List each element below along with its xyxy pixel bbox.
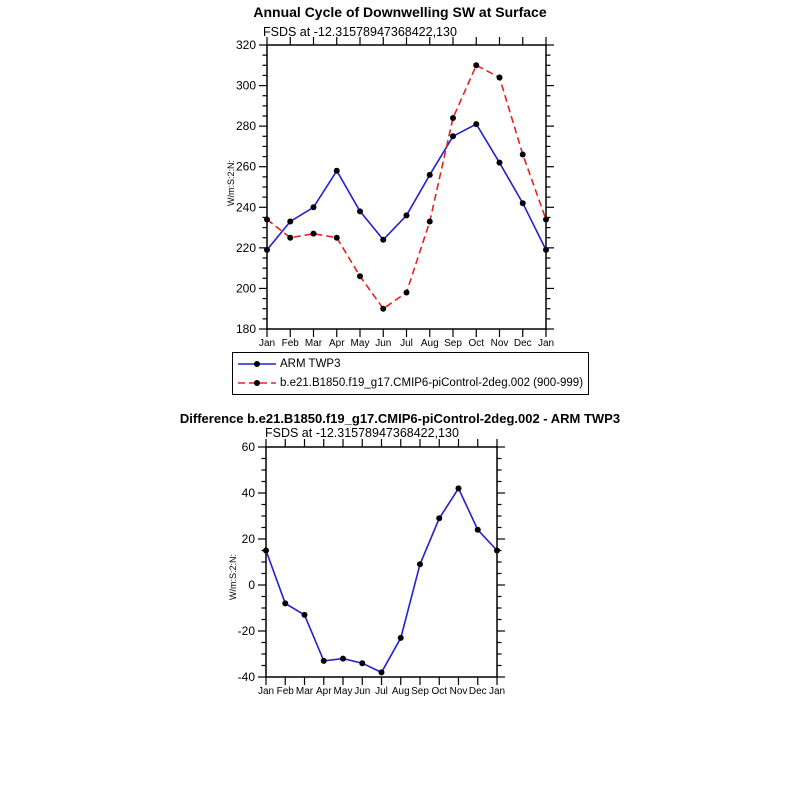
top-chart-x-tick-label: Jul <box>400 338 413 349</box>
difference-chart-x-tick-label: Oct <box>431 686 447 697</box>
legend-label: ARM TWP3 <box>280 357 341 370</box>
difference-chart-title: Difference b.e21.B1850.f19_g17.CMIP6-piC… <box>179 411 621 426</box>
difference-chart-x-tick-label: Mar <box>296 686 314 697</box>
legend-item-model-run: b.e21.B1850.f19_g17.CMIP6-piControl-2deg… <box>237 373 583 392</box>
difference-chart-x-tick-label: May <box>334 686 353 697</box>
top-chart-series-1-line <box>266 64 547 310</box>
top-chart-tick-labels: 180 200 220 240 260 280 300 320 Jan Feb Mar Apr May J… <box>236 38 554 349</box>
top-chart-x-tick-label: Aug <box>421 338 439 349</box>
top-chart-y-tick-label: 200 <box>236 281 256 295</box>
top-chart-plot: 180 200 220 240 260 280 300 320 Jan Feb Mar Apr May J… <box>236 37 554 349</box>
difference-chart-y-tick-label: 60 <box>242 440 256 454</box>
difference-chart-y-tick-label: -20 <box>238 624 256 638</box>
difference-chart-x-tick-label: Jan <box>489 686 505 697</box>
top-chart-plot-border <box>266 44 547 330</box>
top-chart-x-tick-label: Sep <box>444 338 462 349</box>
top-chart-series-1-markers <box>264 62 549 312</box>
difference-chart-axes <box>258 439 505 685</box>
difference-chart-y-tick-label: 20 <box>242 532 256 546</box>
top-chart-x-tick-label: Jan <box>538 338 554 349</box>
difference-chart-y-tick-label: 40 <box>242 486 256 500</box>
top-chart-series-0-markers <box>264 121 549 253</box>
difference-chart-x-tick-label: Jan <box>258 686 274 697</box>
top-chart-y-tick-label: 300 <box>236 79 256 93</box>
top-chart-x-tick-label: Feb <box>282 338 300 349</box>
top-chart-x-tick-label: Jun <box>375 338 391 349</box>
difference-chart-x-tick-label: Jul <box>375 686 388 697</box>
legend-item-arm-twp3: ARM TWP3 <box>237 354 583 373</box>
top-chart-x-tick-label: Jan <box>259 338 275 349</box>
difference-chart-x-tick-label: Dec <box>469 686 487 697</box>
top-chart-x-tick-label: Mar <box>305 338 323 349</box>
red-dashed-line-swatch-icon <box>238 379 276 386</box>
top-chart-x-tick-label: Nov <box>491 338 509 349</box>
legend-label: b.e21.B1850.f19_g17.CMIP6-piControl-2deg… <box>280 376 584 389</box>
top-chart-x-tick-label: May <box>351 338 370 349</box>
difference-chart-subtitle: FSDS at -12.31578947368422,130 <box>265 426 459 440</box>
difference-chart-y-axis-title: W/m:S:2:N: <box>228 553 238 601</box>
difference-chart-x-tick-label: Apr <box>316 686 332 697</box>
difference-chart-x-tick-label: Jun <box>354 686 370 697</box>
top-chart-y-tick-label: 240 <box>236 200 256 214</box>
top-chart-title: Annual Cycle of Downwelling SW at Surfac… <box>253 4 547 20</box>
top-chart-x-tick-label: Oct <box>468 338 484 349</box>
top-chart-y-axis-title: W/m:S:2:N: <box>226 159 236 207</box>
difference-chart-y-tick-label: 0 <box>248 578 255 592</box>
difference-chart-plot-border <box>265 446 498 678</box>
top-chart-subtitle: FSDS at -12.31578947368422,130 <box>263 25 457 39</box>
top-chart-x-tick-label: Dec <box>514 338 532 349</box>
top-chart-series-0-line <box>266 123 547 251</box>
legend: ARM TWP3 b.e21.B1850.f19_g17.CMIP6-piCon… <box>232 352 590 395</box>
top-chart-y-tick-label: 220 <box>236 241 256 255</box>
difference-chart-x-tick-label: Feb <box>277 686 295 697</box>
difference-chart-y-tick-label: -40 <box>238 670 256 684</box>
difference-chart-series-0-markers <box>263 485 500 676</box>
top-chart-y-tick-label: 260 <box>236 160 256 174</box>
top-chart-x-tick-label: Apr <box>329 338 345 349</box>
difference-chart-series-0-line <box>265 486 498 674</box>
difference-chart-x-tick-label: Sep <box>411 686 429 697</box>
top-chart-y-tick-label: 280 <box>236 119 256 133</box>
blue-solid-line-swatch-icon <box>238 360 276 367</box>
difference-chart-x-tick-label: Aug <box>392 686 410 697</box>
top-chart-y-tick-label: 320 <box>236 38 256 52</box>
top-chart-y-tick-label: 180 <box>236 322 256 336</box>
difference-chart-x-tick-label: Nov <box>450 686 468 697</box>
